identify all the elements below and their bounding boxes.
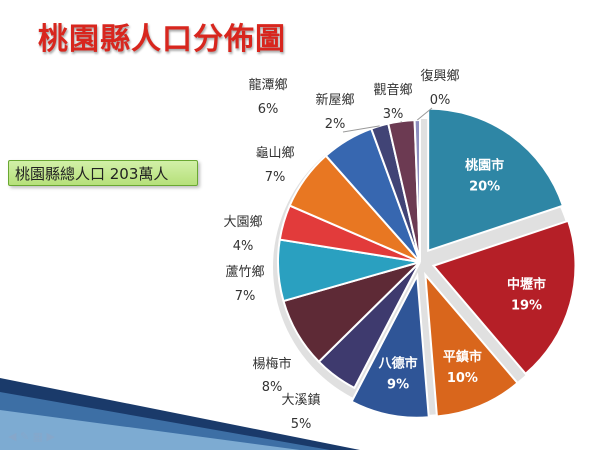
slice-label-name: 八德市: [378, 355, 418, 371]
slice-label-name: 大園鄉: [223, 214, 262, 230]
slice-label-value: 2%: [325, 117, 346, 132]
slice-label-name: 復興鄉: [420, 68, 459, 84]
slice-label-name: 新屋鄉: [315, 92, 354, 108]
slice-label-name: 楊梅市: [252, 356, 291, 372]
slice-label-value: 4%: [233, 239, 254, 254]
page-title: 桃園縣人口分佈圖: [38, 22, 286, 57]
slide-controls[interactable]: ◀ ✎ ▦ ▶: [8, 430, 56, 443]
slice-label-name: 桃園市: [465, 157, 504, 173]
slice-label-value: 9%: [387, 377, 409, 392]
slice-label-value: 5%: [291, 417, 312, 432]
slice-label-name: 平鎮市: [443, 349, 482, 365]
slice-label-value: 7%: [235, 289, 256, 304]
pie-slice-1: [427, 107, 565, 253]
slice-label-value: 6%: [258, 102, 279, 117]
pie-slice-2: [431, 219, 577, 376]
slice-label-value: 20%: [469, 179, 500, 194]
slice-label-name: 蘆竹鄉: [225, 264, 264, 280]
slice-label-name: 龜山鄉: [255, 145, 294, 161]
slice-label-name: 大溪鎮: [281, 392, 320, 408]
pie-slice-4: [350, 272, 430, 419]
bottom-wave-pale: [0, 410, 300, 450]
slice-label-name: 龍潭鄉: [248, 77, 287, 93]
slice-label-value: 0%: [430, 93, 451, 108]
slice-label-value: 19%: [511, 299, 542, 314]
slice-label-value: 10%: [447, 371, 478, 386]
leader-line: [342, 125, 380, 133]
slice-label-value: 7%: [265, 170, 286, 185]
leader-line: [416, 107, 433, 121]
slice-label-name: 觀音鄉: [373, 82, 412, 98]
slice-label-value: 3%: [383, 107, 404, 122]
slice-label-value: 8%: [262, 380, 283, 395]
pie-slice-3: [424, 271, 519, 418]
total-population-box: 桃園縣總人口 203萬人: [8, 160, 198, 186]
slice-label-name: 中壢市: [507, 277, 546, 293]
